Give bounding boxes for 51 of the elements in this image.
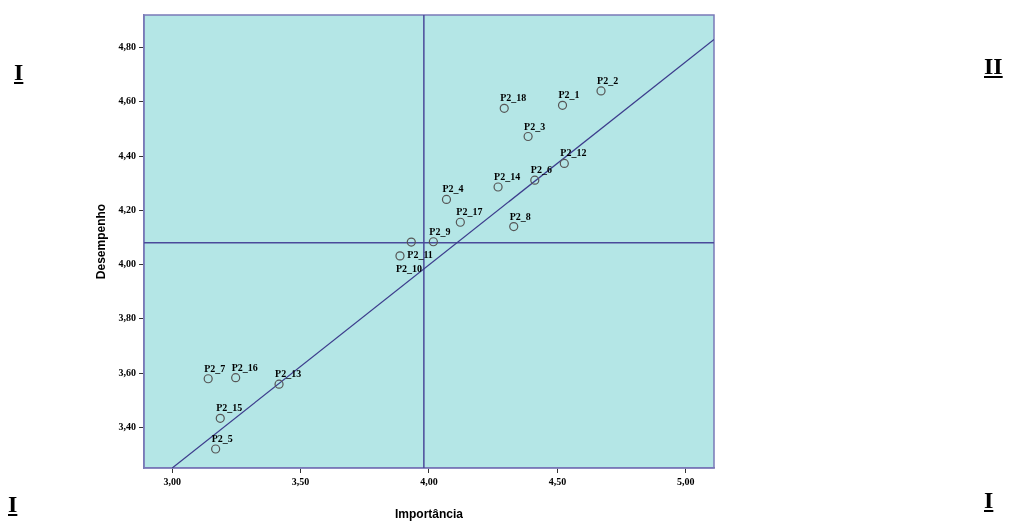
text: I bbox=[14, 58, 24, 86]
annotation: P2_18 bbox=[500, 92, 527, 104]
text: I bbox=[984, 486, 994, 514]
annotation: P2_15 bbox=[216, 402, 243, 414]
y-tick-label: 4,60 bbox=[118, 95, 136, 107]
point bbox=[441, 194, 452, 205]
annotation: P2_14 bbox=[494, 170, 521, 182]
annotation: P2_5 bbox=[211, 433, 233, 445]
y-axis-title: Desempenho bbox=[93, 203, 108, 280]
point bbox=[493, 182, 503, 192]
point bbox=[499, 103, 509, 113]
y-tick-label: 4,40 bbox=[118, 149, 136, 161]
point bbox=[530, 175, 540, 185]
text: I bbox=[8, 490, 18, 518]
y-tick-label: 4,00 bbox=[118, 258, 136, 270]
annotation: P2_4 bbox=[442, 183, 464, 195]
y-tick-label: 4,20 bbox=[118, 203, 136, 215]
point bbox=[523, 131, 533, 142]
point bbox=[203, 374, 213, 384]
point bbox=[406, 237, 416, 247]
annotation: P2_8 bbox=[509, 210, 531, 222]
x-tick-label: 3,50 bbox=[291, 475, 310, 487]
point bbox=[509, 221, 519, 232]
point bbox=[596, 86, 606, 96]
annotation: P2_16 bbox=[231, 361, 258, 373]
point bbox=[557, 100, 568, 110]
x-tick-label: 4,00 bbox=[420, 475, 438, 487]
point bbox=[559, 158, 569, 168]
point bbox=[428, 237, 438, 247]
point bbox=[274, 379, 284, 389]
point bbox=[455, 217, 465, 227]
annotation: P2_10 bbox=[395, 262, 423, 274]
point bbox=[395, 251, 405, 261]
point bbox=[211, 444, 221, 454]
annotation: P2_17 bbox=[456, 206, 483, 218]
annotation: P2_1 bbox=[558, 89, 580, 101]
annotation: P2_7 bbox=[204, 362, 226, 374]
y-tick-label: 4,80 bbox=[118, 41, 136, 53]
annotation: P2_9 bbox=[429, 225, 451, 237]
x-tick-label: 4,50 bbox=[548, 475, 567, 487]
y-tick-label: 3,40 bbox=[118, 420, 136, 432]
x-axis-title: Importância bbox=[394, 507, 464, 522]
x-tick-label: 3,00 bbox=[163, 475, 181, 487]
x-tick-label: 5,00 bbox=[677, 475, 695, 487]
point bbox=[231, 373, 241, 383]
point bbox=[215, 413, 225, 423]
y-tick-label: 3,80 bbox=[118, 312, 136, 324]
y-tick-label: 3,60 bbox=[118, 366, 136, 378]
annotation: P2_3 bbox=[524, 120, 546, 132]
annotation: P2_2 bbox=[597, 74, 619, 86]
text: II bbox=[984, 52, 1003, 80]
